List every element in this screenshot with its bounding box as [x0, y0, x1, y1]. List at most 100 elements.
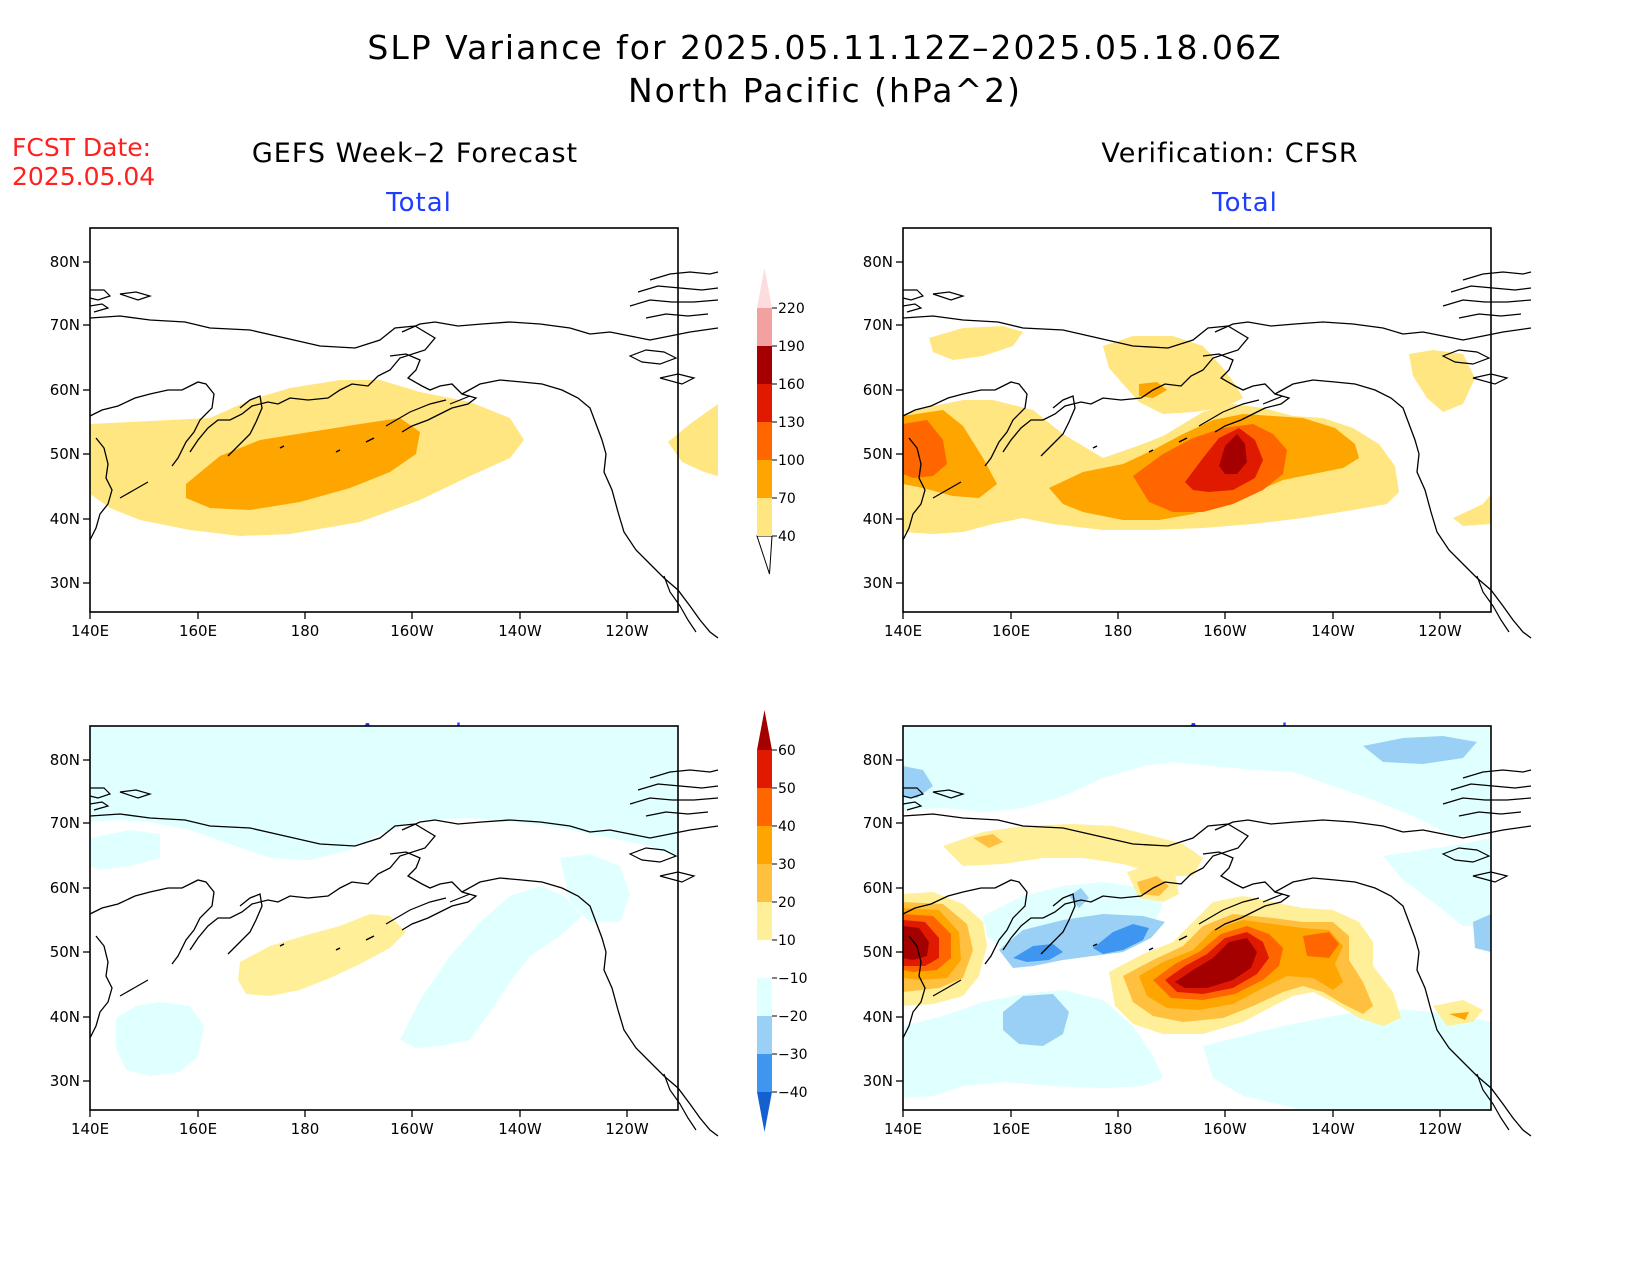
fill-neg20-neg30-b: [1003, 994, 1069, 1046]
fill-160-190: [1219, 434, 1247, 474]
map-verification-anomaly: [902, 725, 1532, 1137]
fill-neg10-neg20-ne: [560, 854, 630, 922]
lat-tick-label: 60N: [863, 381, 893, 399]
lon-tick-label: 160W: [1203, 622, 1247, 640]
fill-neg20-neg30-c: [1363, 736, 1477, 764]
colorbar-anomaly-label: 50: [778, 781, 796, 797]
lat-tick-label: 50N: [50, 445, 80, 463]
fill-40-70-nw: [929, 326, 1023, 360]
lon-tick-label: 160W: [390, 1120, 434, 1138]
fill-neg10-neg20-se: [1203, 1008, 1491, 1110]
colorbar-anomaly-label: −40: [778, 1085, 808, 1101]
colorbar-total-segment: [757, 422, 772, 460]
lon-tick-label: 140W: [1311, 1120, 1355, 1138]
fill-100-130-west: [903, 420, 947, 478]
forecast-column-title: GEFS Week–2 Forecast: [251, 138, 579, 169]
fill-60plus-w: [903, 926, 929, 960]
colorbar-anomaly: 60 50 40 30 20 10 −10 −20 −30 −40: [757, 710, 808, 1132]
lon-tick-label: 120W: [1418, 1120, 1462, 1138]
lat-tick-label: 70N: [863, 316, 893, 334]
lat-tick-label: 70N: [863, 814, 893, 832]
map-forecast-total: [89, 227, 719, 639]
colorbar-total-segment: [757, 384, 772, 422]
lon-tick-label: 120W: [605, 622, 649, 640]
lon-tick-label: 160E: [179, 1120, 217, 1138]
colorbar-total-label: 40: [778, 529, 796, 545]
colorbar-anomaly-segment: [757, 940, 772, 978]
fill-neg10-neg20-sw: [116, 1002, 204, 1076]
lon-tick-label: 140W: [498, 1120, 542, 1138]
colorbar-anomaly-under: [757, 1092, 772, 1132]
lat-tick-label: 80N: [50, 253, 80, 271]
fill-10-20: [238, 914, 406, 996]
lon-tick-label: 140W: [1311, 622, 1355, 640]
fill-10-20-gulf: [1433, 1000, 1483, 1026]
lon-tick-label: 140E: [884, 622, 922, 640]
colorbar-total-label: 130: [778, 415, 805, 431]
lat-tick-label: 80N: [50, 751, 80, 769]
verification-column-title: Verification: CFSR: [1101, 138, 1359, 169]
lat-tick-label: 40N: [863, 1008, 893, 1026]
lon-tick-label: 120W: [605, 1120, 649, 1138]
fill-neg20-neg30-e: [903, 766, 933, 798]
colorbar-anomaly-label: −30: [778, 1047, 808, 1063]
lat-tick-label: 60N: [50, 879, 80, 897]
colorbar-anomaly-label: 30: [778, 857, 796, 873]
lat-tick-label: 30N: [863, 574, 893, 592]
lon-tick-label: 180: [1104, 622, 1133, 640]
lon-tick-label: 140E: [71, 1120, 109, 1138]
colorbar-total: 40 70 100 130 160 190 220: [756, 268, 805, 575]
fill-neg20-neg30-f: [1069, 888, 1089, 908]
lon-tick-label: 160W: [1203, 1120, 1247, 1138]
lat-tick-label: 60N: [50, 381, 80, 399]
colorbar-total-segment: [757, 346, 772, 384]
colorbar-total-label: 160: [778, 377, 805, 393]
colorbar-total-over: [757, 268, 772, 308]
fill-neg20-neg30-d: [1473, 914, 1491, 952]
fill-neg10-neg20-ne: [1383, 838, 1491, 926]
fill-neg30-neg40-b: [1013, 944, 1063, 962]
map-forecast-anomaly: [89, 725, 719, 1137]
colorbar-anomaly-segment: [757, 750, 772, 788]
colorbar-anomaly-label: 60: [778, 743, 796, 759]
colorbar-anomaly-label: −10: [778, 971, 808, 987]
lat-tick-label: 70N: [50, 316, 80, 334]
fill-10-20-north: [943, 824, 1203, 876]
lat-tick-label: 40N: [863, 510, 893, 528]
lon-tick-label: 140E: [71, 622, 109, 640]
fill-40-70-east: [668, 404, 718, 476]
colorbar-anomaly-label: 10: [778, 933, 796, 949]
colorbar-total-label: 220: [778, 301, 805, 317]
lon-tick-label: 160W: [390, 622, 434, 640]
colorbar-anomaly-over: [757, 710, 772, 750]
colorbar-anomaly-segment: [757, 1016, 772, 1054]
fill-neg10-neg20-w: [90, 830, 160, 870]
lat-tick-label: 40N: [50, 510, 80, 528]
lat-tick-label: 70N: [50, 814, 80, 832]
lon-tick-label: 160E: [992, 1120, 1030, 1138]
lat-tick-label: 50N: [50, 943, 80, 961]
lon-tick-label: 140W: [498, 622, 542, 640]
lat-tick-label: 50N: [863, 943, 893, 961]
colorbar-total-label: 100: [778, 453, 805, 469]
colorbar-anomaly-segment: [757, 826, 772, 864]
lon-tick-label: 180: [1104, 1120, 1133, 1138]
colorbar-anomaly-segment: [757, 1054, 772, 1092]
lon-tick-label: 160E: [179, 622, 217, 640]
fill-40-70-ne: [1409, 350, 1475, 412]
lon-tick-label: 160E: [992, 622, 1030, 640]
verification-total-title: Total: [1212, 188, 1278, 218]
lon-tick-label: 140E: [884, 1120, 922, 1138]
lat-tick-label: 30N: [863, 1072, 893, 1090]
colorbar-anomaly-label: −20: [778, 1009, 808, 1025]
lat-tick-label: 30N: [50, 574, 80, 592]
lon-tick-label: 180: [291, 1120, 320, 1138]
main-title: SLP Variance for 2025.05.11.12Z–2025.05.…: [367, 28, 1283, 67]
lat-tick-label: 50N: [863, 445, 893, 463]
colorbar-total-label: 70: [778, 491, 796, 507]
colorbar-anomaly-segment: [757, 978, 772, 1016]
colorbar-total-under: [756, 535, 773, 575]
colorbar-anomaly-label: 40: [778, 819, 796, 835]
main-subtitle: North Pacific (hPa^2): [627, 71, 1023, 110]
